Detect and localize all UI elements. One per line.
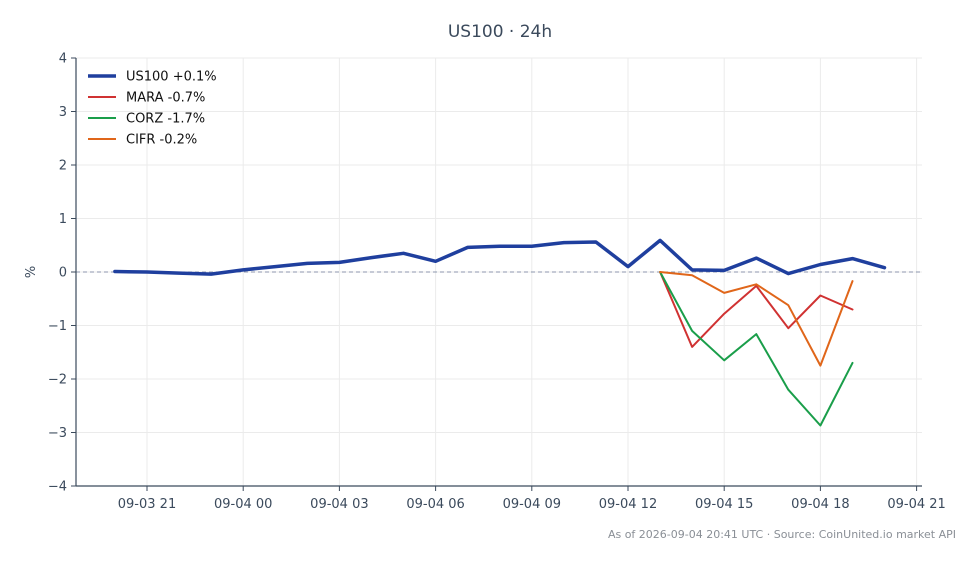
y-axis-label: % [24, 266, 39, 278]
y-tick-label: 4 [59, 52, 67, 67]
y-tick-label: 3 [59, 105, 67, 120]
legend-label: CORZ -1.7% [126, 112, 205, 127]
source-footer: As of 2026-09-04 20:41 UTC · Source: Coi… [608, 528, 956, 541]
y-tick-label: −3 [48, 426, 67, 441]
x-tick-label: 09-04 06 [406, 497, 464, 512]
y-tick-label: 1 [59, 212, 67, 227]
x-tick-label: 09-04 03 [310, 497, 368, 512]
legend-label: MARA -0.7% [126, 91, 205, 106]
y-tick-label: −1 [48, 319, 67, 334]
series-line-corz [659, 271, 854, 427]
series-line-us100 [113, 238, 887, 276]
x-tick-label: 09-04 00 [214, 497, 272, 512]
x-tick-label: 09-04 18 [791, 497, 849, 512]
x-tick-label: 09-04 15 [695, 497, 753, 512]
x-ticks: 09-03 21 09-04 00 09-04 03 09-04 06 09-04 09… [118, 486, 946, 512]
y-tick-label: 2 [59, 159, 67, 174]
series-line-mara [659, 271, 854, 348]
y-ticks: −4 −3 −2 −1 0 1 2 3 4 [48, 52, 76, 495]
y-tick-label: −2 [48, 373, 67, 388]
x-tick-label: 09-04 12 [599, 497, 657, 512]
y-tick-label: 0 [59, 266, 67, 281]
series-line-cifr [659, 271, 854, 367]
chart-title: US100 · 24h [448, 22, 552, 42]
x-tick-label: 09-03 21 [118, 497, 176, 512]
legend-label: US100 +0.1% [126, 70, 217, 85]
y-tick-label: −4 [48, 480, 67, 495]
x-tick-label: 09-04 21 [887, 497, 945, 512]
legend-label: CIFR -0.2% [126, 133, 197, 148]
series-lines [113, 238, 887, 427]
legend: US100 +0.1% MARA -0.7% CORZ -1.7% CIFR -0.2… [88, 70, 217, 148]
x-tick-label: 09-04 09 [503, 497, 561, 512]
